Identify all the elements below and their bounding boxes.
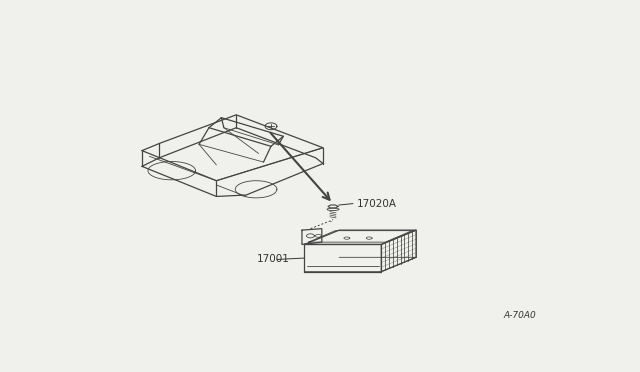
Text: A-70A0: A-70A0 xyxy=(504,311,536,320)
Text: 17020A: 17020A xyxy=(356,199,397,209)
Text: 17001: 17001 xyxy=(257,254,289,264)
